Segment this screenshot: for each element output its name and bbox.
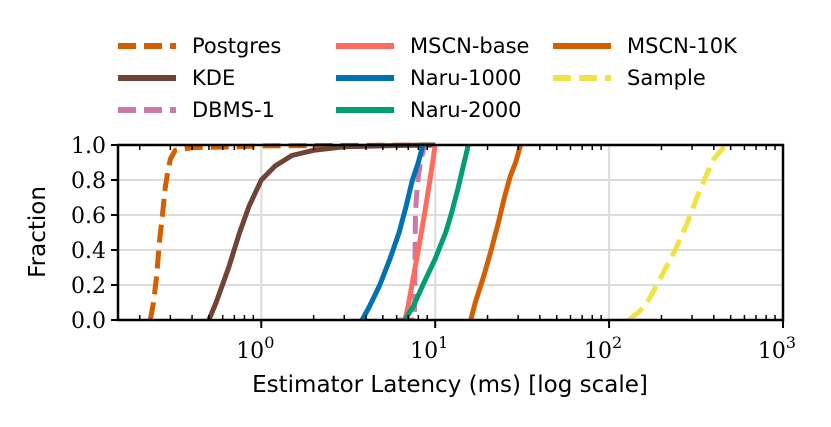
series-dbms-1 (396, 144, 428, 320)
series-kde (206, 142, 436, 320)
x-axis-label: Estimator Latency (ms) [log scale] (252, 372, 648, 398)
legend-label-postgres: Postgres (192, 34, 281, 58)
y-axis-label: Fraction (25, 186, 51, 278)
legend-label-mscn-base: MSCN-base (410, 34, 529, 58)
x-tick-label: 100 (236, 333, 274, 364)
legend-label-naru-2000: Naru-2000 (410, 98, 522, 122)
legend-label-mscn-10k: MSCN-10K (627, 34, 738, 58)
x-axis-ticks: 100 101 102 103 (236, 320, 796, 364)
x-tick-label: 101 (410, 333, 448, 364)
legend: Postgres KDE DBMS-1 MSCN-base Naru-1000 Naru-… (118, 34, 738, 122)
y-axis-ticks: 0.0 0.2 0.4 0.6 0.8 1.0 (71, 134, 118, 334)
series-postgres (147, 142, 436, 320)
legend-label-naru-1000: Naru-1000 (410, 66, 522, 90)
y-tick-label: 0.6 (71, 204, 106, 229)
series-sample (627, 142, 732, 320)
series-naru-2000 (402, 144, 471, 320)
series-mscn-base (402, 144, 438, 320)
legend-label-kde: KDE (192, 66, 235, 90)
minor-ticks (138, 145, 776, 320)
legend-label-sample: Sample (627, 66, 706, 90)
plot-frame (116, 143, 785, 322)
series-mscn-10k (468, 144, 524, 320)
series-naru-1000 (359, 144, 426, 320)
series-layer (147, 142, 732, 320)
y-tick-label: 0.8 (71, 169, 106, 194)
y-tick-label: 0.0 (71, 309, 106, 334)
legend-label-dbms-1: DBMS-1 (192, 98, 275, 122)
y-tick-label: 0.4 (71, 239, 106, 264)
x-tick-label: 102 (584, 333, 622, 364)
y-tick-label: 0.2 (71, 274, 106, 299)
y-tick-label: 1.0 (71, 134, 106, 159)
x-tick-label: 103 (758, 333, 796, 364)
